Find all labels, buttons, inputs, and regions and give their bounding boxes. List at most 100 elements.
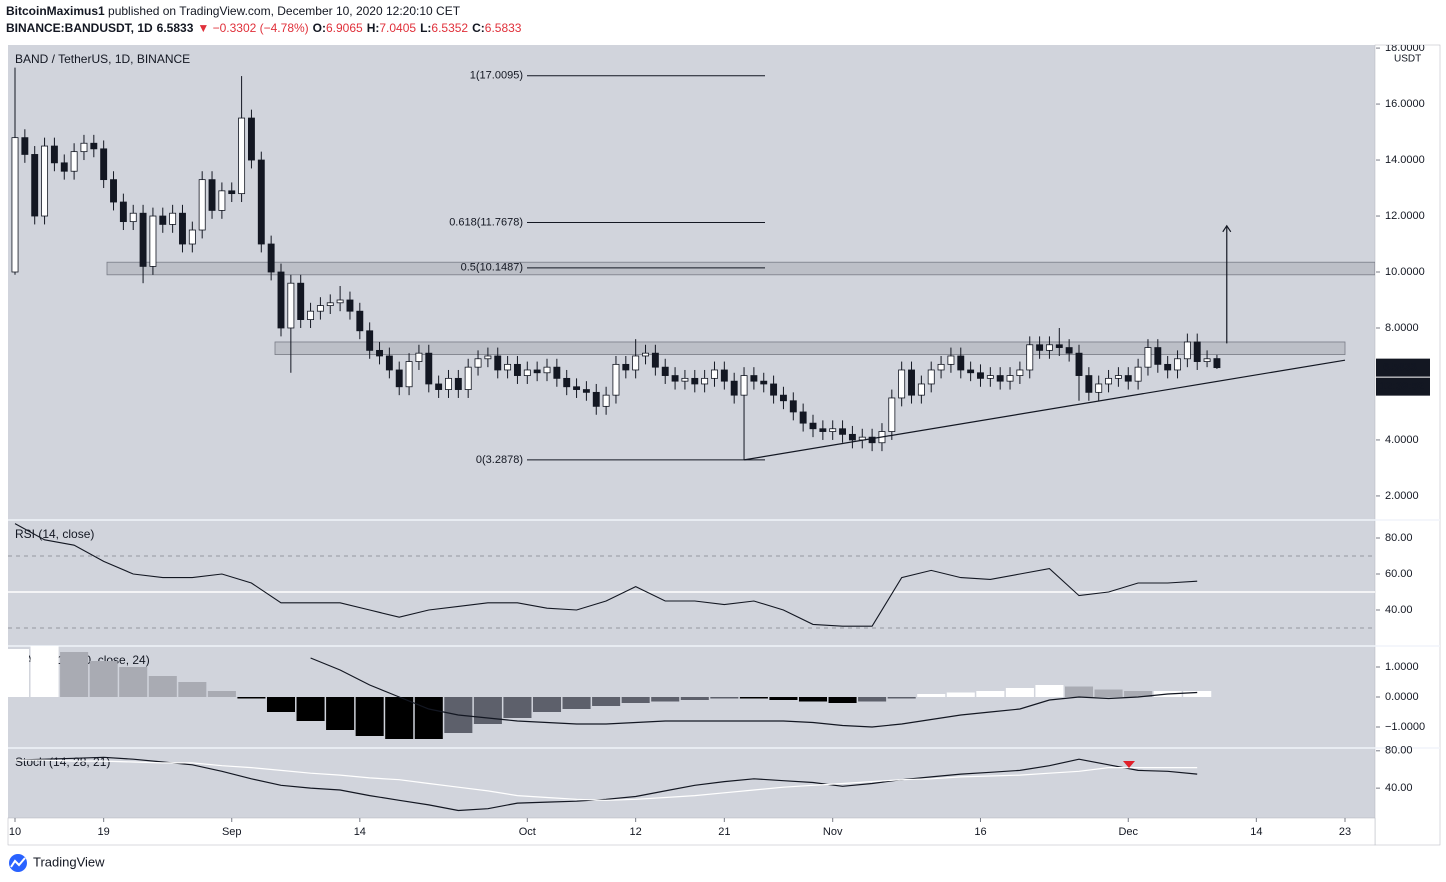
candle-body	[711, 369, 718, 379]
candle-body	[642, 352, 649, 357]
rsi-line	[14, 523, 1198, 627]
candle-body	[799, 411, 807, 424]
histogram-bar	[828, 697, 857, 703]
candle-body	[720, 369, 728, 382]
symbol: BINANCE:BANDUSDT, 1D	[6, 21, 153, 35]
histogram-bar	[503, 697, 532, 718]
candle-body	[760, 380, 768, 385]
candle-body	[21, 137, 29, 155]
panes: 18.0000 16.0000 14.0000 12.0000 10.0000 8.000…	[8, 45, 1430, 838]
candle-body	[504, 363, 512, 371]
x-tick-label: 14	[354, 826, 366, 838]
candle-body	[671, 375, 679, 382]
pane-title: Stoch (14, 28, 21)	[15, 755, 110, 769]
y-tick-label: 14.0000	[1385, 154, 1425, 166]
y-tick-label: 60.00	[1385, 568, 1413, 580]
x-tick-label: 21	[718, 826, 730, 838]
candle-body	[70, 151, 78, 172]
candle-body	[661, 366, 669, 376]
ohlc-label: O:	[313, 21, 326, 35]
footer-logo	[9, 854, 27, 872]
fib-label: 1(17.0095)	[470, 70, 523, 82]
candle-body	[819, 428, 827, 432]
stoch-line	[15, 759, 1198, 801]
y-tick-label: 8.0000	[1385, 322, 1419, 334]
candle-body	[90, 142, 98, 150]
y-tick-label: −1.0000	[1385, 721, 1425, 733]
candle-body	[257, 159, 265, 245]
candle-body	[1114, 375, 1122, 379]
candle-body	[100, 148, 108, 181]
candle-body	[986, 375, 994, 379]
histogram-bar	[739, 697, 768, 699]
candle-body	[770, 383, 778, 396]
candle-body	[395, 369, 403, 388]
pane-title: RSI (14, close)	[15, 527, 94, 541]
candle-body	[513, 363, 521, 376]
candle-body	[1085, 375, 1093, 393]
histogram-bar	[680, 697, 709, 700]
candle-body	[632, 355, 640, 371]
y-tick-label: 10.0000	[1385, 266, 1425, 278]
candle-body	[474, 358, 482, 368]
x-tick-label: Dec	[1118, 826, 1138, 838]
candle-body	[573, 386, 581, 390]
candle-body	[1183, 341, 1191, 360]
candle-body	[681, 377, 689, 382]
x-tick-label: 23	[1339, 826, 1351, 838]
candle-body	[839, 428, 847, 435]
logo-mark	[10, 857, 26, 868]
candle-body	[80, 142, 88, 153]
histogram-bar	[858, 697, 887, 702]
candle-body	[977, 372, 984, 379]
candle-body	[297, 282, 305, 320]
fib-label: 0.5(10.1487)	[461, 262, 523, 274]
histogram-bar	[178, 682, 207, 697]
ohlc-value: 6.5352	[431, 21, 468, 35]
candle-body	[1065, 347, 1073, 354]
histogram-bar	[1094, 689, 1123, 697]
candle-body	[179, 212, 186, 245]
candle-body	[947, 355, 955, 365]
candle-body	[1105, 377, 1113, 385]
candle-body	[740, 375, 748, 396]
candle-body	[563, 377, 571, 388]
histogram-bar	[562, 697, 591, 709]
candle-body	[622, 363, 630, 371]
candle-body	[1026, 344, 1034, 371]
countdown: 12:39:52	[1380, 381, 1424, 393]
histogram-bar	[385, 697, 414, 739]
histogram-bar	[296, 697, 325, 721]
y-tick-label: 0.0000	[1385, 691, 1419, 703]
ohlc-label: L:	[420, 21, 431, 35]
histogram-bar	[60, 652, 89, 697]
time-axis	[7, 817, 1376, 846]
candle-body	[908, 369, 915, 396]
candle-body	[110, 179, 117, 203]
candle-body	[957, 355, 965, 371]
candle-body	[454, 377, 462, 390]
candle-body	[868, 436, 876, 444]
x-tick-label: 14	[1250, 826, 1262, 838]
ohlc-label: C:	[472, 21, 485, 35]
histogram-bar	[621, 697, 650, 703]
histogram-bar	[532, 697, 562, 712]
candle-body	[277, 271, 285, 329]
y-tick-label: 40.00	[1385, 604, 1413, 616]
x-tick-label: Nov	[823, 826, 843, 838]
candle-body	[356, 310, 364, 332]
candle-body	[11, 137, 19, 273]
candle-body	[1036, 344, 1044, 351]
y-tick-label: 40.00	[1385, 782, 1413, 794]
x-tick-label: 16	[974, 826, 986, 838]
candle-body	[1055, 344, 1063, 348]
candle-body	[1174, 358, 1181, 371]
x-tick-label: Sep	[222, 826, 242, 838]
candle-body	[415, 352, 423, 362]
histogram-bar	[148, 676, 177, 697]
y-tick-label: 12.0000	[1385, 210, 1425, 222]
ohlc-value: 6.9065	[326, 21, 363, 35]
zone	[106, 261, 1375, 276]
y-tick-label: 80.00	[1385, 532, 1413, 544]
